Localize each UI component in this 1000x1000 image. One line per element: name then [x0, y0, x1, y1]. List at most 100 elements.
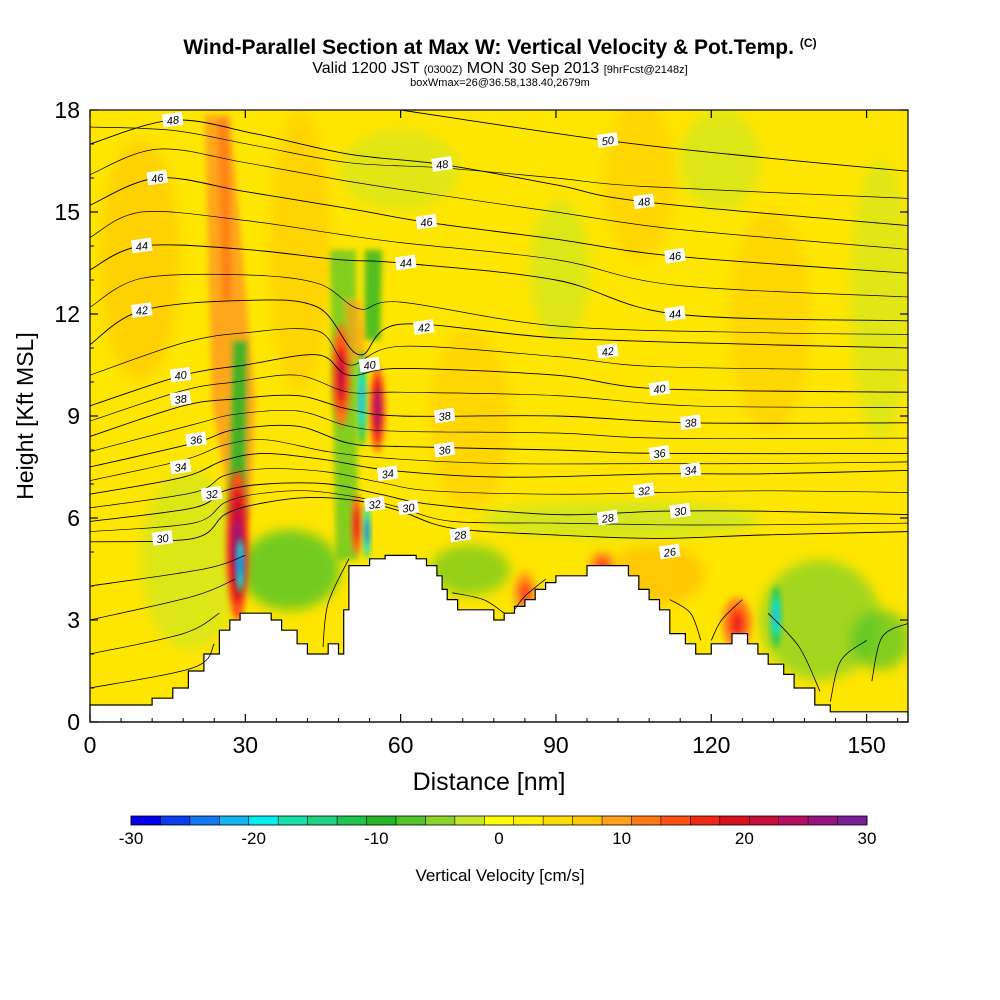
chart-title: Wind-Parallel Section at Max W: Vertical… — [183, 36, 817, 59]
contour-label-box — [433, 407, 456, 424]
contour-label-text: 36 — [438, 444, 453, 458]
contour-label-box — [633, 193, 655, 210]
y-tick-label-2: 6 — [67, 505, 80, 531]
theta-contour-minor-1 — [90, 468, 908, 509]
contour-label-text: 34 — [174, 461, 188, 475]
x-tick-label-0: 0 — [84, 732, 97, 758]
contour-label-26: 40 — [648, 380, 671, 397]
theta-contour-low-2 — [90, 578, 236, 621]
contour-label-text: 30 — [156, 532, 171, 546]
contour-label-8: 46 — [146, 169, 169, 186]
colorbar-swatch-2 — [189, 816, 220, 825]
x-tick-label-1: 30 — [233, 732, 259, 758]
updraft-2-ring-3 — [374, 394, 381, 425]
contour-label-29: 34 — [679, 462, 702, 478]
colorbar-swatch-8 — [366, 816, 397, 825]
contour-label-30: 32 — [633, 482, 655, 499]
updraft-6-ring-3 — [731, 614, 743, 633]
downdraft-2 — [363, 504, 371, 559]
updraft-3 — [351, 494, 362, 556]
colorbar-swatch-3 — [219, 816, 250, 825]
contour-label-9: 48 — [161, 111, 184, 128]
contour-label-text: 48 — [637, 196, 652, 210]
x-axis-label: Distance [nm] — [413, 768, 566, 796]
contour-label-text: 38 — [174, 393, 189, 407]
contour-label-10: 32 — [363, 496, 386, 513]
colorbar-swatch-18 — [660, 816, 691, 825]
colorbar-tick-label-6: 30 — [858, 829, 877, 848]
theta-contour-minor-2 — [90, 439, 908, 481]
contour-label-text: 48 — [435, 158, 450, 172]
y-tick-label-6: 18 — [54, 97, 80, 123]
contour-label-5: 40 — [169, 366, 192, 383]
theta-contour-minor-7 — [90, 211, 908, 298]
contour-label-box — [679, 414, 702, 431]
colorbar-swatch-17 — [631, 816, 662, 825]
downdraft-3 — [770, 586, 782, 648]
contour-label-text: 30 — [402, 502, 417, 516]
colorbar-swatch-1 — [160, 816, 191, 825]
contour-label-text: 46 — [151, 172, 166, 186]
theta-contour-minor-6 — [90, 273, 908, 335]
downdraft-2-ring-3 — [365, 522, 369, 541]
colorbar-swatch-11 — [454, 816, 485, 825]
x-tick-label-2: 60 — [388, 732, 414, 758]
contour-label-text: 50 — [601, 135, 616, 149]
chart-title-tag: (C) — [799, 36, 817, 50]
colorbar-swatch-22 — [778, 816, 809, 825]
x-tick-label-3: 90 — [543, 732, 569, 758]
contour-label-box — [200, 485, 223, 502]
contour-label-box — [433, 441, 456, 458]
contour-label-box — [669, 502, 691, 519]
updraft-3-ring-3 — [354, 514, 359, 536]
theta-contour-minor-5 — [90, 328, 908, 376]
theta-contour-6 — [90, 299, 908, 356]
contour-label-18: 44 — [394, 254, 417, 271]
contour-label-text: 26 — [662, 546, 678, 560]
contour-label-text: 30 — [673, 505, 688, 519]
contour-label-box — [596, 132, 619, 148]
chart-subtitle: Valid 1200 JST (0300Z) MON 30 Sep 2013 [… — [312, 60, 688, 77]
contour-label-32: 28 — [596, 509, 619, 526]
contour-label-box — [664, 305, 686, 322]
colorbar: -30 -20 -10 0 10 20 30 Vertical Velocity [cm/s] — [119, 815, 877, 885]
colorbar-swatch-16 — [602, 816, 632, 825]
colorbar-swatch-20 — [719, 816, 750, 825]
y-tick-label-3: 9 — [67, 403, 80, 429]
contour-label-text: 40 — [363, 359, 378, 373]
colorbar-tick-label-2: -10 — [364, 829, 389, 848]
contour-label-box — [161, 111, 184, 128]
contour-label-box — [596, 343, 619, 359]
contour-label-0: 30 — [151, 530, 174, 546]
y-tick-label-1: 3 — [67, 607, 80, 633]
contour-label-2: 34 — [169, 458, 192, 475]
contour-label-box — [633, 482, 655, 499]
colorbar-swatch-14 — [543, 816, 573, 825]
colorbar-swatch-5 — [278, 816, 308, 825]
contour-label-box — [397, 499, 420, 516]
contour-label-box — [358, 356, 381, 373]
theta-contour-low-6 — [514, 578, 546, 611]
updraft-1 — [331, 324, 351, 427]
contour-label-box — [431, 156, 453, 172]
contour-label-33: 26 — [658, 543, 681, 560]
contour-label-text: 46 — [668, 250, 683, 264]
y-tick-label-4: 12 — [54, 301, 80, 327]
contour-label-box — [130, 302, 153, 318]
colorbar-swatch-24 — [837, 816, 868, 825]
contour-label-box — [596, 509, 619, 526]
theta-contour-low-5 — [452, 592, 505, 614]
theta-contour-low-8 — [710, 599, 743, 641]
contour-label-box — [169, 458, 192, 475]
colorbar-swatch-9 — [395, 816, 426, 825]
contour-label-text: 28 — [600, 512, 616, 526]
colorbar-swatch-13 — [513, 816, 544, 825]
contour-label-3: 36 — [185, 431, 207, 448]
contour-label-text: 32 — [368, 499, 382, 513]
y-tick-label-0: 0 — [67, 709, 80, 735]
colorbar-swatch-0 — [131, 816, 161, 825]
downdraft-0-ring-3 — [238, 556, 242, 575]
contour-label-text: 44 — [668, 308, 682, 322]
contour-label-15: 36 — [433, 441, 456, 458]
